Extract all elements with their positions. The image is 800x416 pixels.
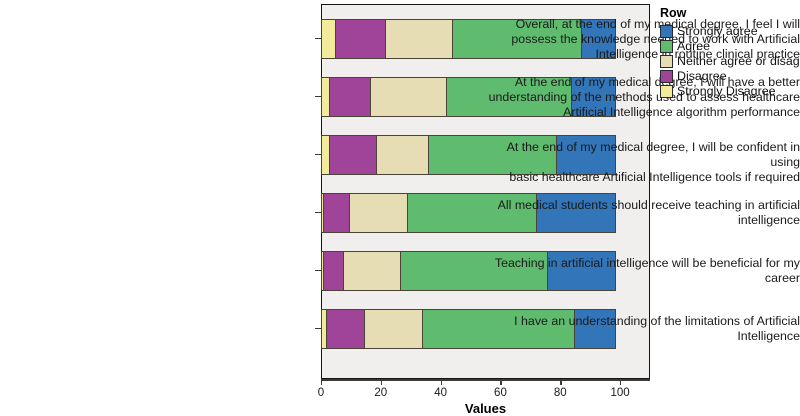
x-axis-tick (380, 379, 383, 385)
y-axis-label: All medical students should receive teac… (486, 198, 800, 228)
bar-segment[interactable] (570, 77, 616, 117)
legend-label: Disagree (677, 69, 727, 83)
stacked-bar[interactable] (321, 77, 616, 117)
y-axis-tick (315, 38, 322, 40)
bar-segment[interactable] (322, 193, 350, 233)
legend-swatch-icon (660, 24, 673, 38)
legend-item[interactable]: Agree (660, 39, 800, 53)
legend-label: Agree (677, 39, 711, 53)
x-axis-tick (440, 379, 443, 385)
x-axis-tick-label: 60 (494, 387, 507, 399)
legend-title: Row (660, 6, 687, 20)
legend-swatch-icon (660, 84, 673, 98)
bar-segment[interactable] (375, 135, 430, 175)
y-axis-label: Teaching in artificial intelligence will… (486, 256, 800, 286)
bar-segment[interactable] (555, 135, 616, 175)
bar-segment[interactable] (322, 251, 344, 291)
bar-segment[interactable] (407, 193, 538, 233)
stacked-bar[interactable] (321, 251, 616, 291)
legend-swatch-icon (660, 69, 673, 83)
bar-segment[interactable] (369, 77, 448, 117)
y-axis-label-line: basic healthcare Artificial Intelligence… (509, 170, 800, 184)
legend-label: Strongly Disagree (677, 84, 776, 98)
y-axis-label: At the end of my medical degree, I will … (486, 140, 800, 185)
bar-segment[interactable] (328, 135, 377, 175)
bar-segment[interactable] (321, 19, 336, 59)
bar-segment[interactable] (342, 251, 402, 291)
x-axis-line (321, 379, 650, 381)
y-axis-label-line: At the end of my medical degree, I will … (514, 74, 800, 89)
y-axis-label-line: Artificial Intelligence algorithm perfor… (563, 104, 800, 119)
legend-items: Strongly agree Agree Neither agree or disa… (660, 24, 800, 98)
y-axis-label-line: All medical students should receive teac… (497, 198, 800, 212)
y-axis-tick (315, 270, 322, 272)
stacked-bar[interactable] (321, 309, 616, 349)
y-axis-tick (315, 328, 322, 330)
y-axis-label-line: Intelligence in routine clinical practic… (595, 46, 800, 61)
bar-row (321, 124, 650, 182)
y-axis-label-line: career (764, 271, 800, 285)
legend-item[interactable]: Disagree (660, 69, 800, 83)
x-axis-title: Values (464, 401, 507, 416)
legend-swatch-icon (660, 54, 673, 68)
x-axis-tick (560, 379, 562, 385)
y-axis-label-line: At the end of my medical degree, I will … (506, 140, 800, 169)
bar-row (321, 240, 650, 298)
bar-row (321, 298, 650, 356)
bar-row (321, 8, 650, 66)
stacked-bar[interactable] (321, 19, 616, 59)
legend-label: Strongly agree (677, 24, 758, 38)
legend-label: Neither agree or disagree (677, 54, 800, 68)
legend-item[interactable]: Neither agree or disagree (660, 54, 800, 68)
x-axis-tick (620, 379, 622, 385)
x-axis-tick (500, 379, 502, 385)
legend-item[interactable]: Strongly agree (660, 24, 800, 38)
bar-row (321, 66, 650, 124)
stacked-bar[interactable] (321, 193, 616, 233)
bar-segment[interactable] (348, 193, 409, 233)
x-axis-tick (321, 379, 323, 385)
bar-segment[interactable] (422, 309, 575, 349)
y-axis-tick (315, 96, 322, 98)
bar-segment[interactable] (546, 251, 616, 291)
x-axis-tick-label: 20 (374, 387, 388, 399)
stacked-bar[interactable] (321, 135, 616, 175)
bar-segment[interactable] (334, 19, 386, 59)
bar-segment[interactable] (384, 19, 454, 59)
legend: Row Strongly agree Agree Neither agree or … (660, 6, 800, 99)
x-axis-tick-label: 40 (434, 387, 448, 399)
bar-segment[interactable] (446, 77, 572, 117)
legend-item[interactable]: Strongly Disagree (660, 84, 800, 98)
bar-segment[interactable] (581, 19, 616, 59)
y-axis-label-line: Teaching in artificial intelligence will… (494, 256, 800, 270)
y-axis-label: At the end of my medical degree, I will … (486, 75, 800, 120)
bar-segment[interactable] (452, 19, 583, 59)
bar-row (321, 182, 650, 240)
bar-segment[interactable] (399, 251, 548, 291)
y-axis-label-line: understanding of the methods used to ass… (488, 89, 800, 104)
x-axis-tick-label: 100 (610, 387, 630, 399)
bar-segment[interactable] (325, 309, 365, 349)
y-axis-label-line: intelligence (738, 213, 800, 227)
x-axis-tick-label: 0 (317, 387, 325, 399)
x-axis-tick-label: 80 (553, 387, 567, 399)
y-axis-tick (315, 154, 322, 156)
bar-segment[interactable] (573, 309, 616, 349)
y-axis-tick (315, 212, 322, 214)
y-axis-label: I have an understanding of the limitatio… (486, 314, 800, 344)
y-axis-label-line: possess the knowledge needed to work wit… (511, 31, 800, 46)
y-axis-label-line: I have an understanding of the limitatio… (514, 314, 800, 328)
bar-segment[interactable] (328, 77, 371, 117)
y-axis-label-line: Intelligence (737, 329, 800, 343)
y-axis-label-line: Overall, at the end of my medical degree… (515, 16, 800, 31)
bar-segment[interactable] (536, 193, 616, 233)
legend-swatch-icon (660, 39, 673, 53)
y-axis-label: Overall, at the end of my medical degree… (486, 17, 800, 62)
bar-segment[interactable] (363, 309, 424, 349)
